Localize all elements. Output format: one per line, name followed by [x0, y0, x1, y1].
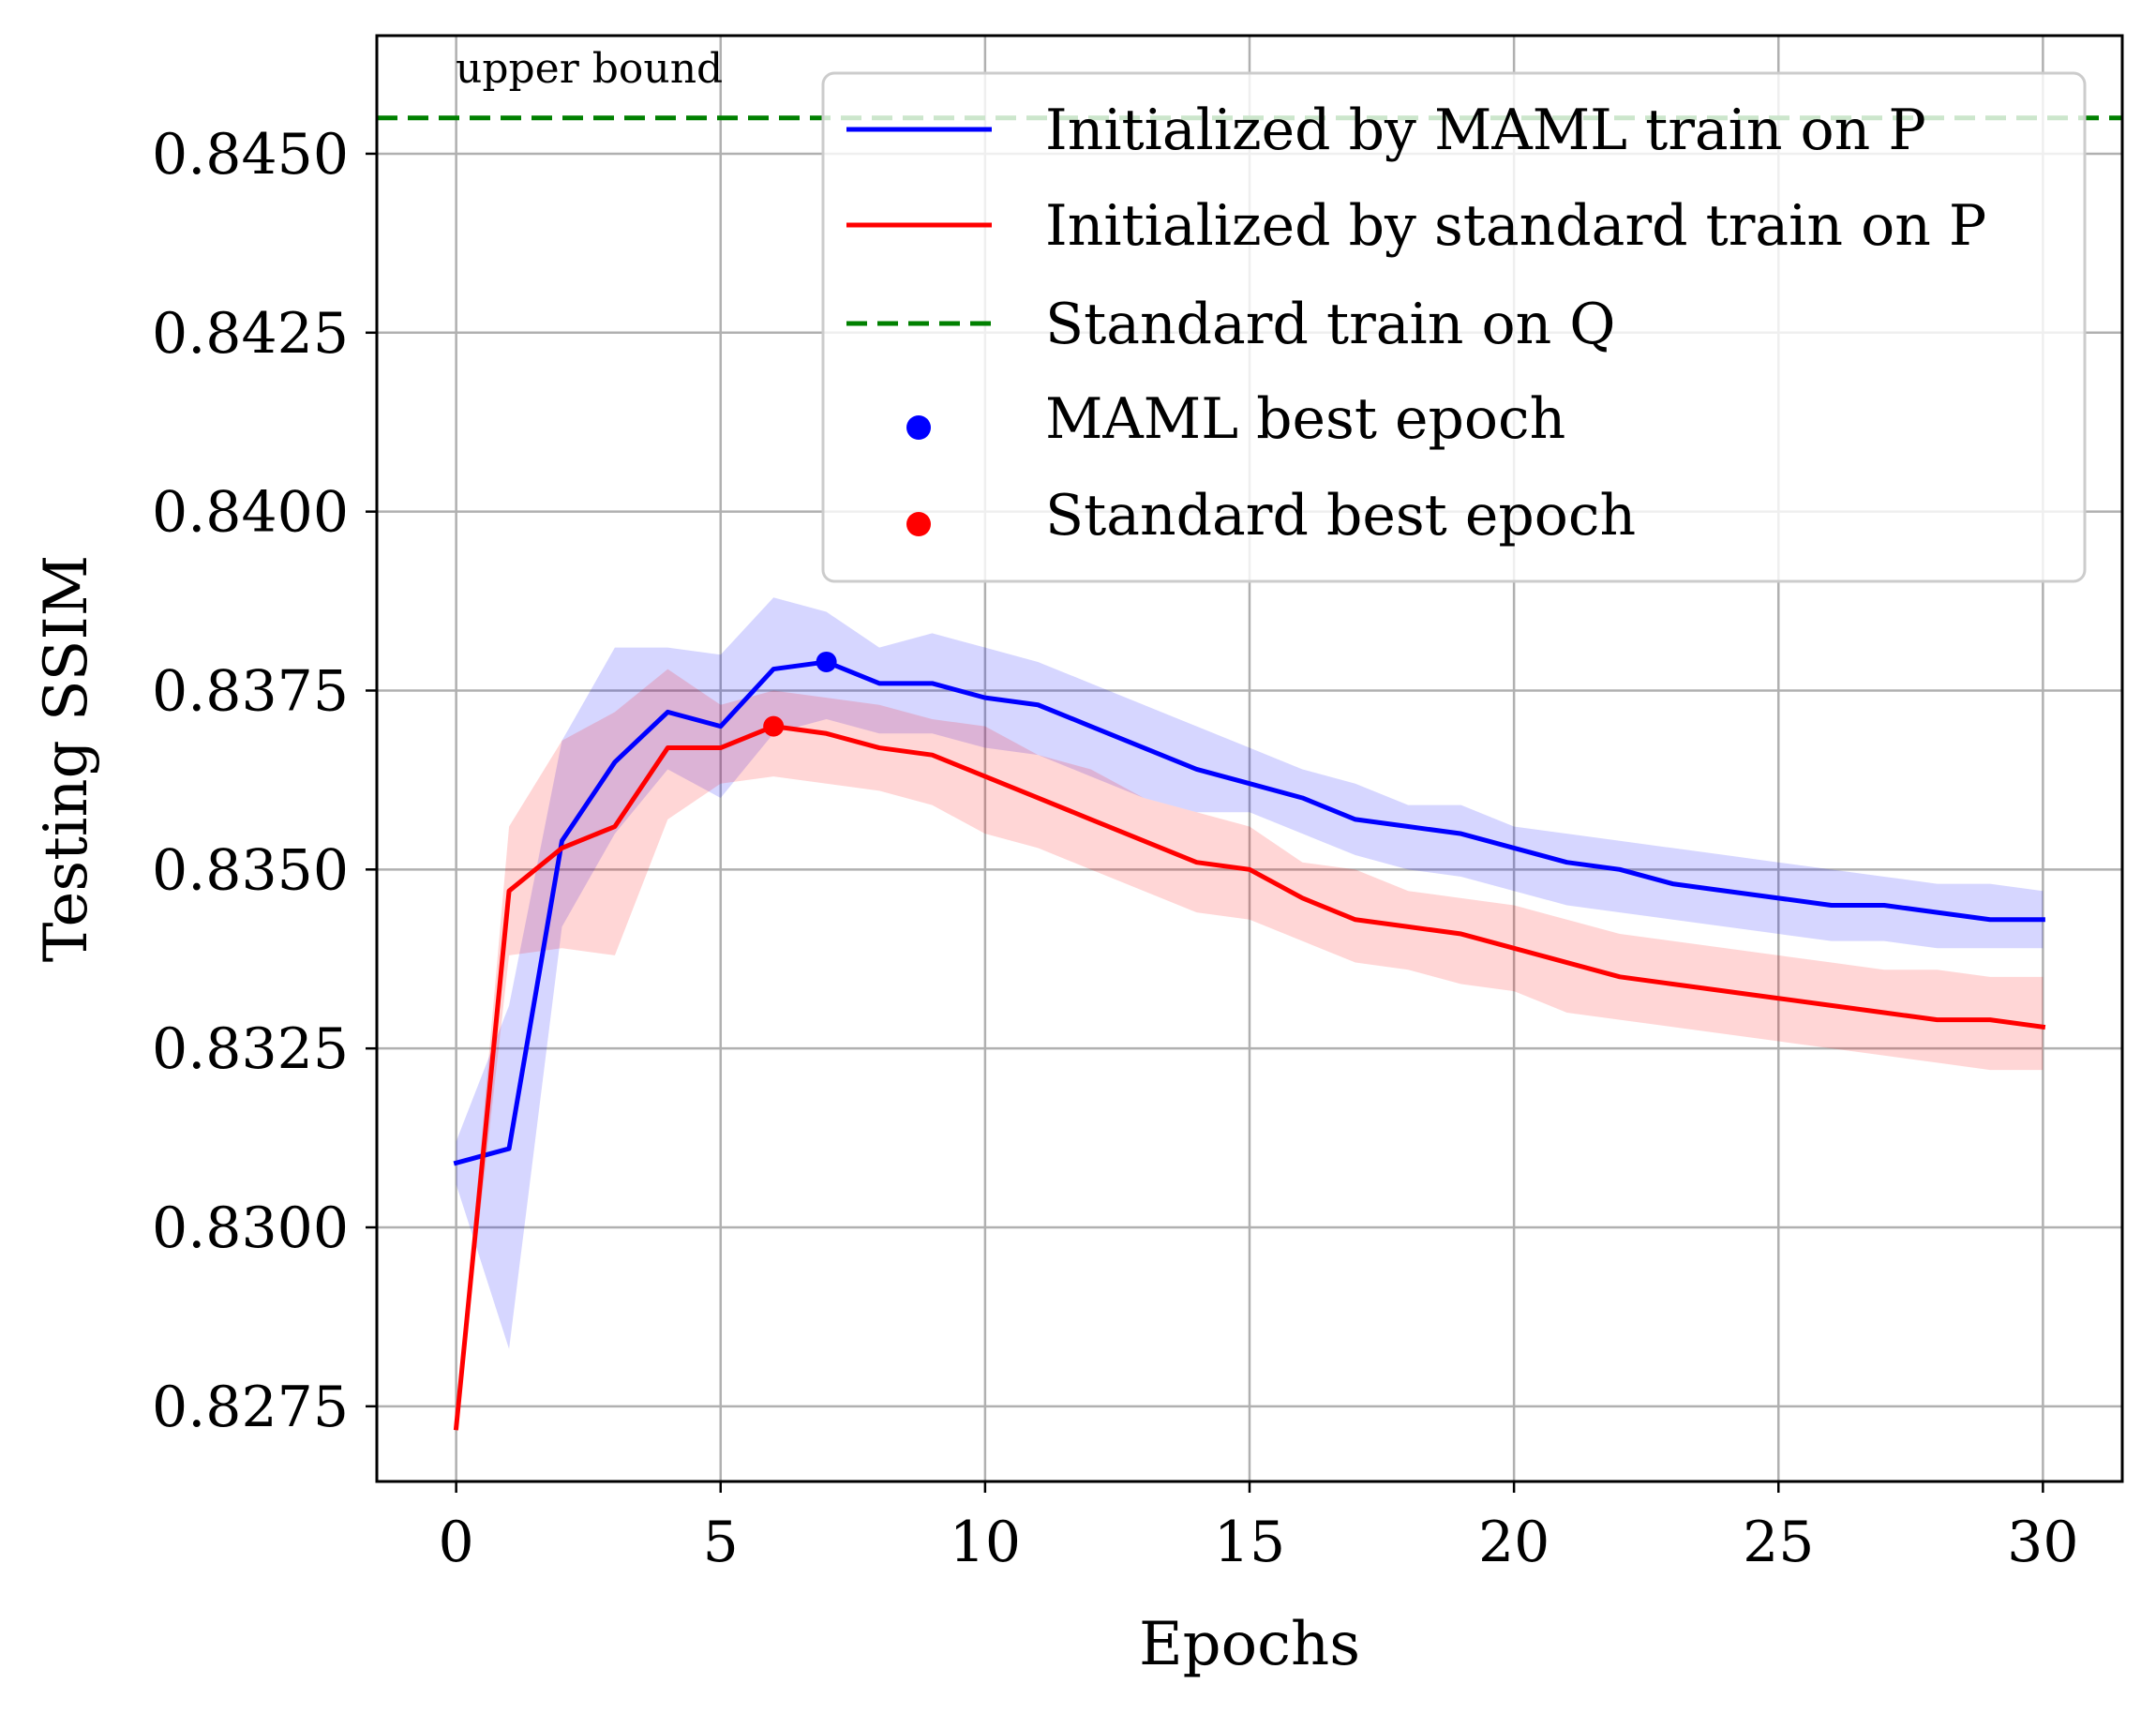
x-tick-label: 15: [1214, 1510, 1285, 1575]
legend-swatch-maml-best: [906, 415, 931, 440]
y-tick-label: 0.8450: [152, 122, 349, 188]
upper-bound-annotation: upper bound: [456, 45, 723, 93]
series-line-initialized-by-standard-train-on-p: [453, 724, 2046, 1431]
y-tick-label: 0.8375: [152, 658, 349, 724]
y-tick-label: 0.8300: [152, 1195, 349, 1261]
x-tick-label: 10: [950, 1510, 1021, 1575]
legend-label-maml-best: MAML best epoch: [1045, 386, 1565, 452]
legend-label-standard-line: Initialized by standard train on P: [1045, 193, 1986, 259]
best-epoch-points: [763, 651, 837, 737]
legend-label-reference-line: Standard train on Q: [1045, 292, 1615, 357]
y-axis-ticks: 0.8275 0.8300 0.8325 0.8350 0.8375 0.8400 0.84…: [152, 122, 377, 1440]
legend-label-maml-line: Initialized by MAML train on P: [1045, 98, 1926, 163]
x-axis-title: Epochs: [1139, 1610, 1360, 1679]
point-maml-best-epoch: [816, 651, 837, 672]
x-tick-label: 25: [1743, 1510, 1814, 1575]
band-initialized-by-standard-train-on-p: [456, 669, 2044, 1428]
y-tick-label: 0.8425: [152, 301, 349, 367]
confidence-bands: [456, 597, 2044, 1428]
point-standard-best-epoch: [763, 715, 785, 737]
y-axis-title: Testing SSIM: [32, 555, 101, 963]
y-tick-label: 0.8325: [152, 1016, 349, 1082]
x-tick-label: 5: [703, 1510, 739, 1575]
x-tick-label: 20: [1478, 1510, 1550, 1575]
y-tick-label: 0.8275: [152, 1375, 349, 1440]
x-axis-ticks: 0 5 10 15 20 25 30: [439, 1481, 2079, 1575]
y-tick-label: 0.8350: [152, 837, 349, 903]
series-line-initialized-by-maml-train-on-p: [453, 659, 2045, 1166]
x-tick-label: 30: [2007, 1510, 2078, 1575]
legend: Initialized by MAML train on P Initializ…: [821, 71, 2087, 583]
y-tick-label: 0.8400: [152, 480, 349, 546]
legend-swatch-standard-best: [906, 512, 931, 536]
x-tick-label: 0: [439, 1510, 474, 1575]
legend-label-standard-best: Standard best epoch: [1045, 483, 1636, 549]
band-initialized-by-maml-train-on-p: [456, 597, 2044, 1349]
legend-frame: [821, 71, 2087, 583]
